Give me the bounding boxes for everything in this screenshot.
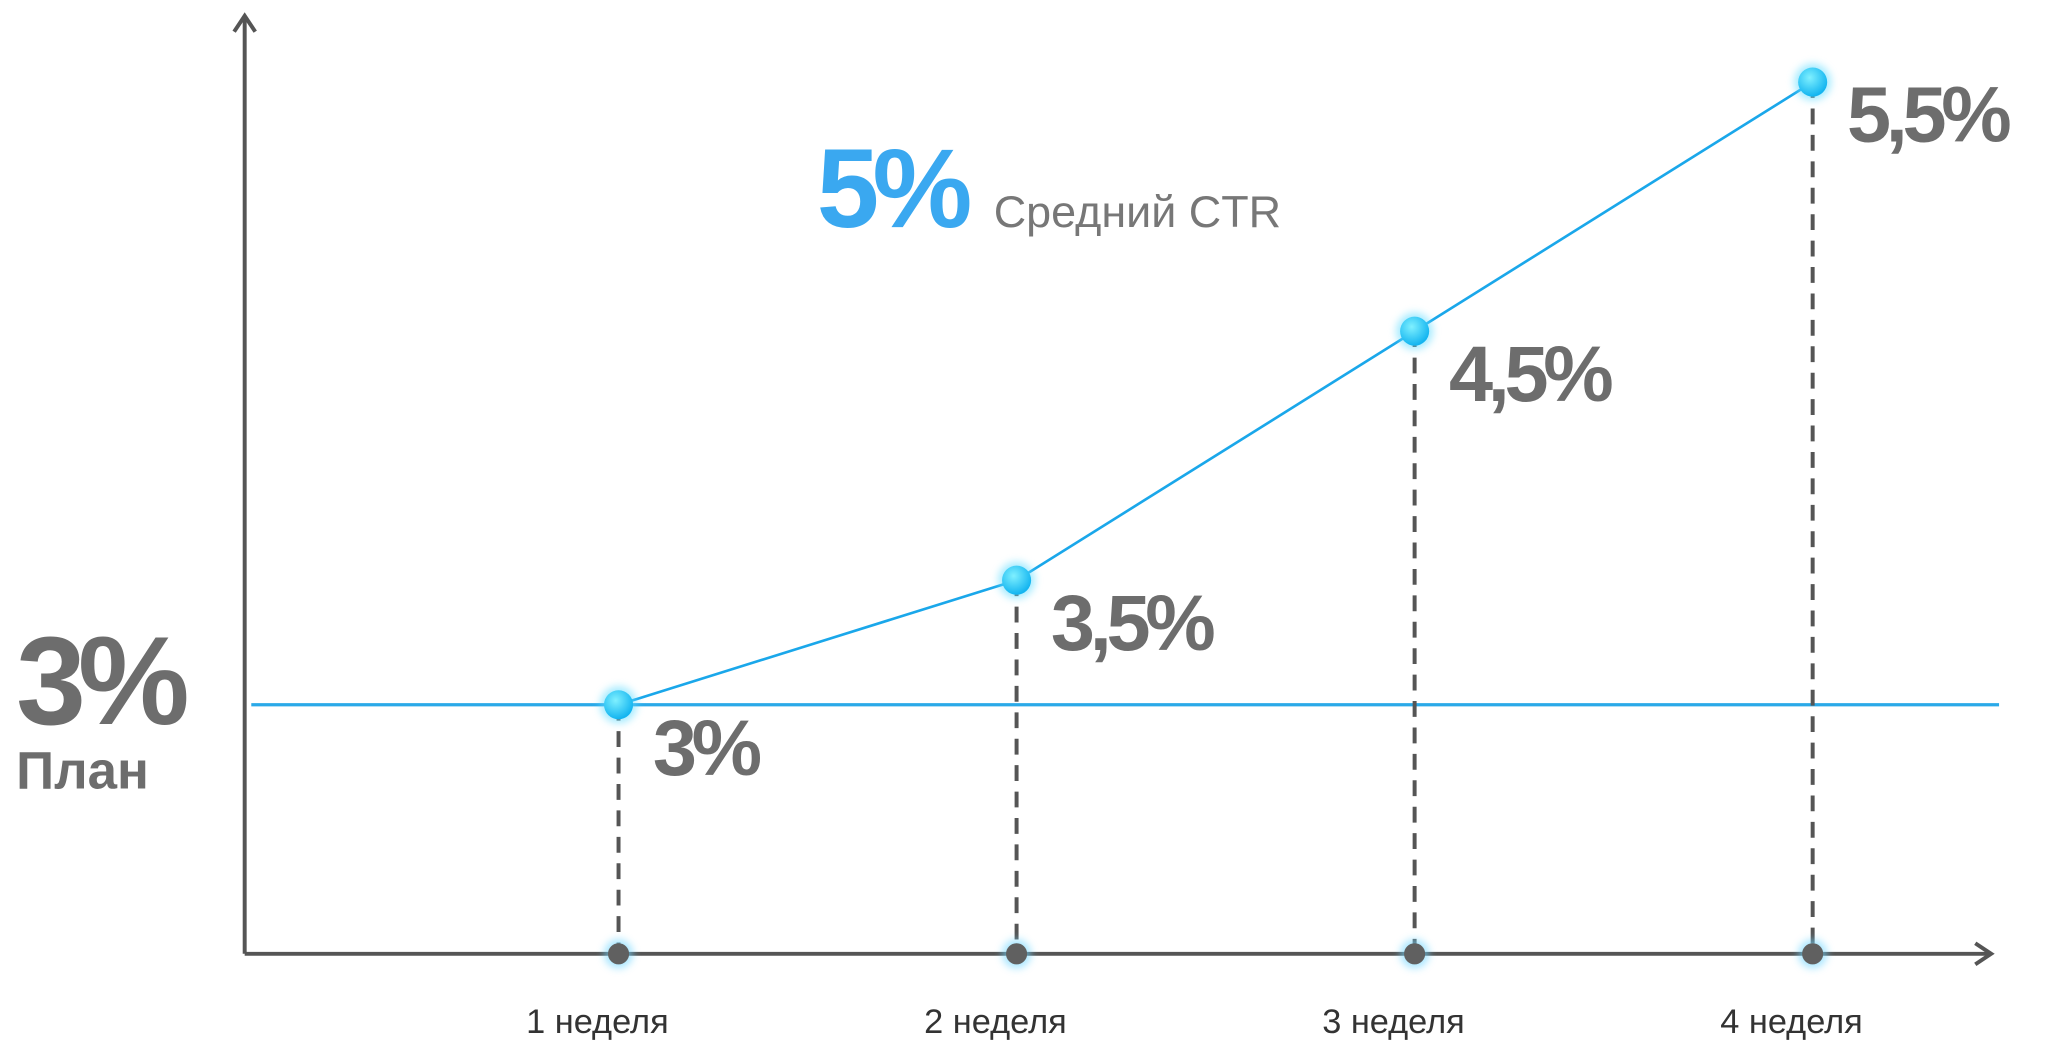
plan-value: 3%	[16, 610, 187, 751]
value-label: 5,5%	[1847, 70, 2010, 159]
x-tick-label: 4 неделя	[1720, 1003, 1863, 1041]
base-dot	[1802, 943, 1824, 965]
value-label: 3,5%	[1051, 578, 1214, 667]
base-dot	[1006, 943, 1028, 965]
base-dot	[1404, 943, 1426, 965]
point	[1002, 565, 1032, 595]
x-tick-label: 2 неделя	[924, 1003, 1067, 1041]
average-value: 5%	[817, 125, 970, 251]
average-label: Средний CTR	[994, 186, 1281, 237]
data-line	[618, 80, 1814, 707]
point	[604, 690, 634, 720]
value-label: 3%	[653, 703, 761, 792]
x-tick-label: 3 неделя	[1322, 1003, 1465, 1041]
axes	[232, 12, 1995, 967]
base-dot	[607, 943, 630, 965]
y-axis-arrow	[232, 12, 257, 33]
point	[1798, 67, 1828, 97]
point	[1400, 316, 1430, 346]
x-tick-label: 1 неделя	[526, 1003, 669, 1041]
plan-label: План	[16, 742, 149, 801]
value-label: 4,5%	[1449, 329, 1612, 418]
x-axis-arrow	[1974, 941, 1995, 967]
